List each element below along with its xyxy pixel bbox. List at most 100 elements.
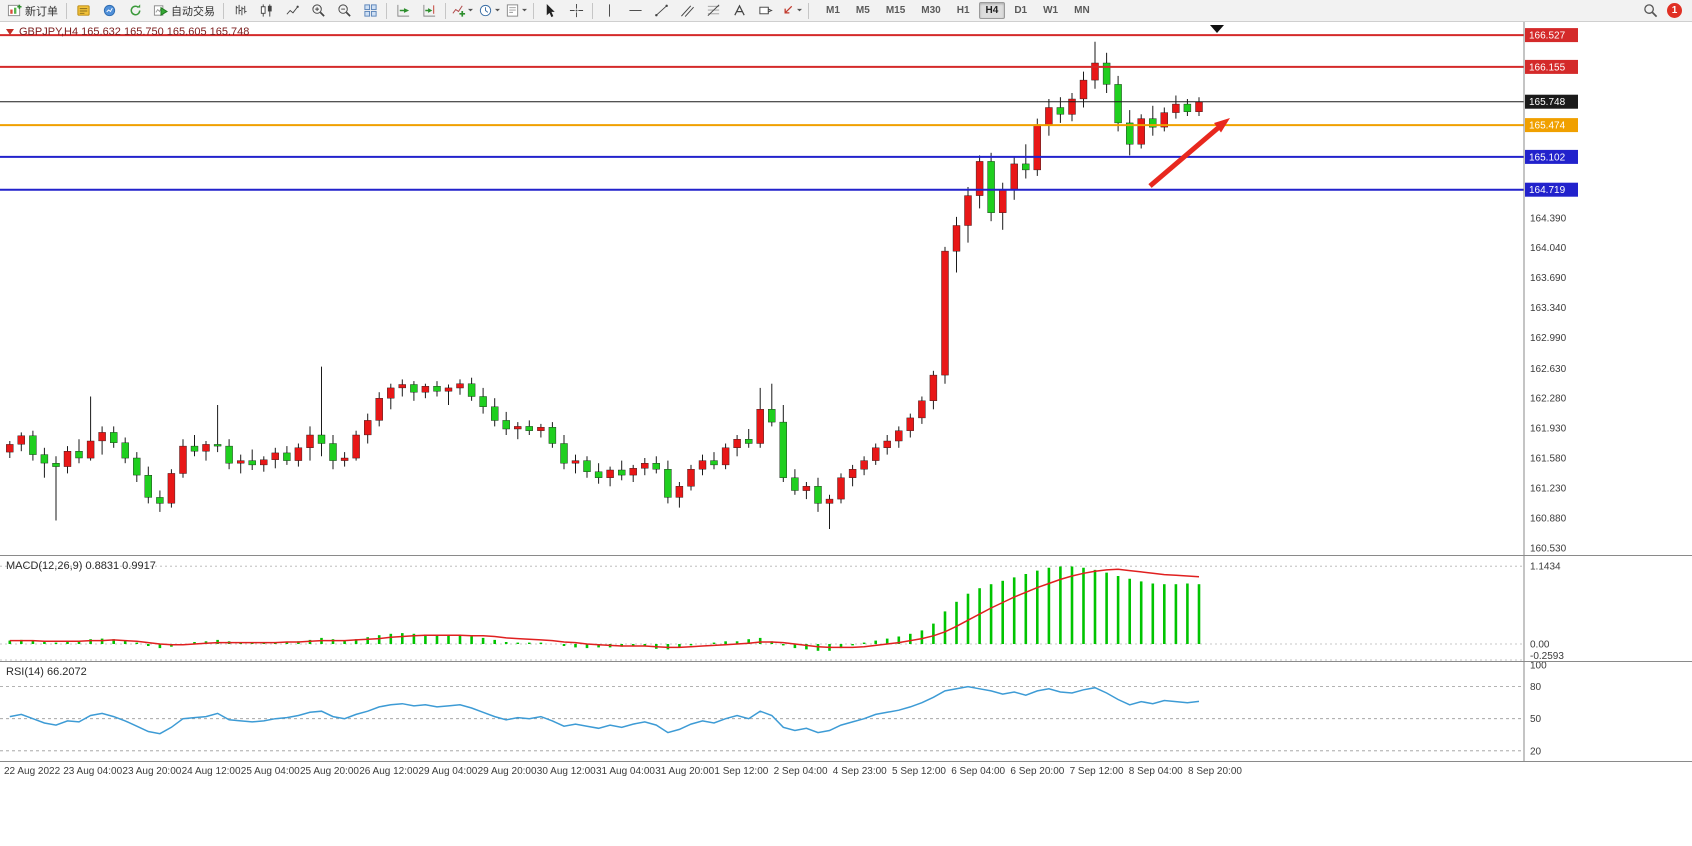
time-axis-label: 29 Aug 20:00 (477, 766, 537, 777)
crosshair-button[interactable] (563, 1, 589, 21)
zoom-in-icon (311, 4, 325, 17)
fibonacci-icon (707, 4, 719, 16)
zoom-out-button[interactable] (331, 1, 357, 21)
svg-text:165.748: 165.748 (1529, 97, 1566, 108)
new-order-button[interactable]: 新订单 (2, 1, 63, 21)
toolbar-separator (223, 2, 224, 19)
new-order-icon (7, 4, 22, 17)
timeframe-H1[interactable]: H1 (956, 5, 970, 16)
svg-text:166.155: 166.155 (1529, 62, 1566, 73)
toolbar-separator (592, 2, 593, 19)
chevron-down-icon (797, 8, 802, 12)
metaeditor-icon (76, 5, 90, 16)
rsi-axis-label: 50 (1530, 714, 1542, 725)
tile-windows-button[interactable] (357, 1, 383, 21)
arrows-button[interactable] (778, 1, 805, 21)
time-axis-label: 26 Aug 12:00 (359, 766, 419, 777)
price-tag: 166.527 (1525, 28, 1578, 43)
autotrading-button[interactable]: 自动交易 (148, 1, 220, 21)
time-axis-label: 25 Aug 20:00 (300, 766, 359, 777)
time-axis: 22 Aug 2022 23 Aug 04:00 23 Aug 20:00 24 Au… (0, 762, 1692, 782)
timeframe-H4[interactable]: H4 (978, 2, 1006, 19)
channel-button[interactable] (674, 1, 700, 21)
bar-chart-icon (235, 4, 247, 16)
price-axis-label: 160.880 (1530, 513, 1567, 524)
timeframe-M15[interactable]: M15 (885, 5, 906, 16)
notification-count: 1 (1671, 5, 1678, 16)
chart-end-marker (1210, 25, 1224, 33)
svg-text:165.102: 165.102 (1529, 152, 1566, 163)
macd-axis-label: -0.2593 (1530, 651, 1564, 662)
trendline-button[interactable] (648, 1, 674, 21)
macd-axis-label: 0.00 (1530, 640, 1550, 651)
bar-chart-button[interactable] (227, 1, 253, 21)
price-tag: 166.155 (1525, 59, 1578, 74)
autotrading-label: 自动交易 (171, 5, 215, 18)
toolbar-separator (445, 2, 446, 19)
templates-button[interactable] (503, 1, 530, 21)
time-axis-label: 8 Sep 04:00 (1128, 766, 1183, 777)
search-button[interactable] (1637, 1, 1663, 21)
vertical-line-button[interactable] (596, 1, 622, 21)
time-axis-label: 5 Sep 12:00 (892, 766, 946, 777)
price-axis-label: 161.230 (1530, 484, 1567, 495)
vertical-line-icon (608, 4, 610, 17)
label-button[interactable] (752, 1, 778, 21)
text-button[interactable] (726, 1, 752, 21)
market-watch-icon (103, 4, 115, 17)
timeframe-M30[interactable]: M30 (921, 5, 941, 16)
chevron-down-icon (495, 8, 500, 12)
cursor-icon (546, 3, 555, 18)
price-axis-label: 164.390 (1530, 213, 1567, 224)
price-axis-label: 162.630 (1530, 364, 1567, 375)
timeframe-M1[interactable]: M1 (826, 5, 840, 16)
line-chart-button[interactable] (279, 1, 305, 21)
trend-arrow-annotation[interactable] (1148, 118, 1230, 188)
new-order-label: 新订单 (25, 5, 58, 18)
metaeditor-button[interactable] (70, 1, 96, 21)
timeframe-D1[interactable]: D1 (1014, 5, 1028, 16)
horizontal-line-button[interactable] (622, 1, 648, 21)
time-axis-label: 22 Aug 2022 (4, 766, 61, 777)
candlestick-chart-button[interactable] (253, 1, 279, 21)
price-tag: 165.102 (1525, 149, 1578, 164)
price-axis-label: 163.340 (1530, 303, 1567, 314)
zoom-out-icon (337, 4, 351, 17)
indicators-button[interactable] (449, 1, 476, 21)
rsi-axis-label: 80 (1530, 682, 1542, 693)
timeframe-M5[interactable]: M5 (855, 5, 870, 16)
trendline-icon (654, 4, 668, 17)
candlestick-chart-icon (260, 4, 272, 17)
auto-scroll-button[interactable] (390, 1, 416, 21)
templates-icon (506, 4, 519, 17)
main-chart[interactable]: 164.390 164.040 163.690 163.340 162.990 162.6… (0, 22, 1692, 556)
cursor-button[interactable] (537, 1, 563, 21)
macd-panel[interactable]: 1.1434 0.00-0.2593 (0, 556, 1692, 662)
notification-badge[interactable]: 1 (1667, 3, 1682, 18)
fibonacci-button[interactable] (700, 1, 726, 21)
toolbar-separator (66, 2, 67, 19)
rsi-panel[interactable]: 100 80 50 20 (0, 662, 1692, 762)
rsi-axis-label: 20 (1530, 746, 1542, 757)
price-tag: 165.474 (1525, 118, 1578, 133)
price-tag: 164.719 (1525, 182, 1578, 197)
zoom-in-button[interactable] (305, 1, 331, 21)
search-icon (1643, 4, 1657, 18)
chart-shift-button[interactable] (416, 1, 442, 21)
time-axis-label: 4 Sep 23:00 (832, 766, 887, 777)
time-axis-label: 29 Aug 04:00 (418, 766, 478, 777)
timeframe-W1[interactable]: W1 (1043, 5, 1059, 16)
indicators-icon (452, 5, 466, 17)
candles (6, 41, 1203, 529)
price-axis-label: 162.990 (1530, 333, 1567, 344)
horizontal-line-icon (628, 10, 642, 11)
timeframe-MN[interactable]: MN (1074, 5, 1090, 16)
price-axis-label: 162.280 (1530, 394, 1567, 405)
price-axis-label: 161.580 (1530, 454, 1567, 465)
time-axis-label: 8 Sep 20:00 (1188, 766, 1242, 777)
refresh-button[interactable] (122, 1, 148, 21)
text-icon (733, 4, 745, 16)
line-chart-icon (286, 5, 299, 15)
market-watch-button[interactable] (96, 1, 122, 21)
periods-button[interactable] (476, 1, 503, 21)
